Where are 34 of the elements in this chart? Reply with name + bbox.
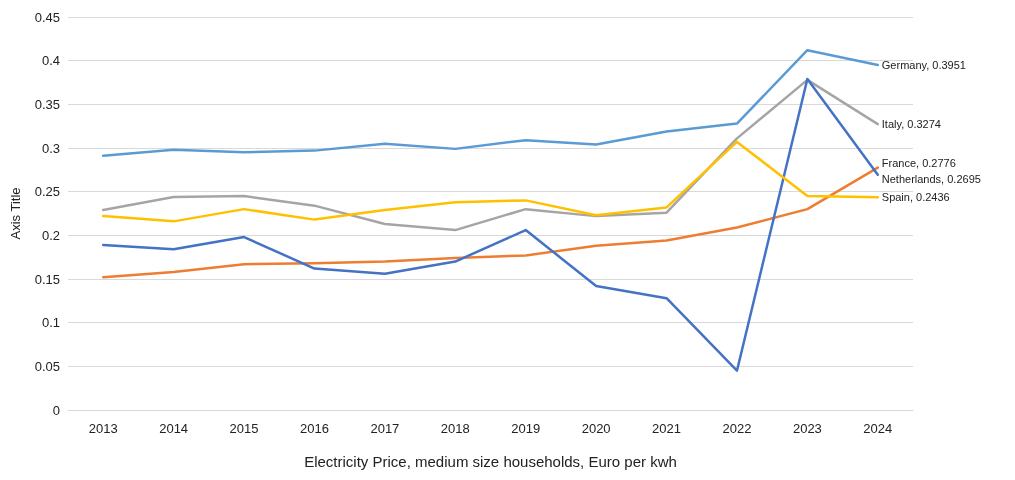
data-label: Spain, 0.2436 bbox=[881, 191, 950, 204]
data-label: France, 0.2776 bbox=[881, 157, 956, 170]
line-series bbox=[101, 166, 880, 279]
x-tick-label: 2016 bbox=[300, 421, 329, 436]
x-tick-label: 2022 bbox=[722, 421, 752, 436]
x-tick-label: 2018 bbox=[440, 421, 470, 436]
x-tick-label: 2017 bbox=[370, 421, 400, 436]
x-tick-label: 2023 bbox=[792, 421, 822, 436]
y-tick-label: 0.1 bbox=[41, 315, 60, 331]
data-label: Germany, 0.3951 bbox=[881, 58, 966, 71]
y-tick-label: 0.15 bbox=[34, 271, 60, 287]
y-tick-label: 0.25 bbox=[34, 184, 60, 200]
y-axis-title: Axis Title bbox=[8, 187, 23, 240]
y-tick-label: 0.2 bbox=[41, 227, 60, 243]
y-tick-label: 0.45 bbox=[34, 9, 60, 25]
line-series bbox=[101, 140, 880, 223]
y-tick-label: 0.05 bbox=[34, 358, 60, 374]
y-tick-label: 0 bbox=[52, 402, 60, 418]
x-tick-label: 2013 bbox=[88, 421, 118, 436]
y-tick-label: 0.35 bbox=[34, 96, 60, 112]
x-tick-label: 2024 bbox=[863, 421, 893, 436]
x-tick-label: 2019 bbox=[511, 421, 541, 436]
data-label: Italy, 0.3274 bbox=[881, 118, 941, 131]
x-tick-label: 2015 bbox=[229, 421, 259, 436]
x-tick-label: 2020 bbox=[581, 421, 611, 436]
data-label: Netherlands, 0.2695 bbox=[881, 173, 981, 186]
line-series bbox=[101, 78, 880, 232]
x-axis-title: Electricity Price, medium size households, Euro per kwh bbox=[304, 453, 677, 470]
y-tick-label: 0.4 bbox=[41, 53, 60, 69]
x-tick-label: 2014 bbox=[159, 421, 189, 436]
line-series bbox=[101, 77, 880, 372]
x-tick-label: 2021 bbox=[652, 421, 681, 436]
y-tick-label: 0.3 bbox=[41, 140, 60, 156]
line-series bbox=[101, 48, 880, 158]
